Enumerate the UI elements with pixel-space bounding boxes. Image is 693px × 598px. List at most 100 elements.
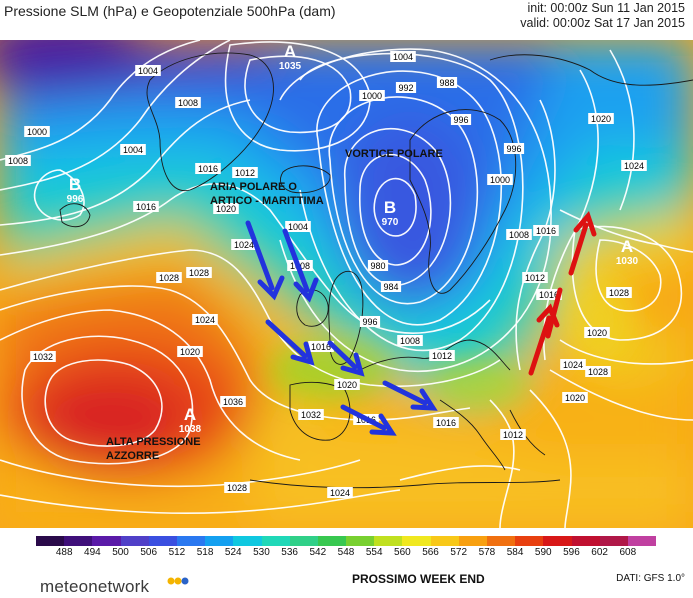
isobar-label-box bbox=[536, 289, 562, 300]
isobar-label: 996 bbox=[450, 114, 472, 125]
isobar-label: 1004 bbox=[135, 65, 161, 76]
isobar-label: 1024 bbox=[231, 239, 257, 250]
colorbar-tick-label: 530 bbox=[253, 547, 270, 558]
isobar-label-box bbox=[135, 65, 161, 76]
isobar-label-box bbox=[308, 341, 334, 352]
isobar-label-text: 988 bbox=[439, 78, 454, 88]
map-title: Pressione SLM (hPa) e Geopotenziale 500h… bbox=[4, 3, 336, 19]
isobar-label-box bbox=[621, 160, 647, 171]
isobar-label: 1024 bbox=[192, 314, 218, 325]
isobar-label-text: 1016 bbox=[136, 202, 156, 212]
isobar-label: 1036 bbox=[220, 396, 246, 407]
isobar-label-box bbox=[5, 155, 31, 166]
isobar-label-box bbox=[503, 143, 525, 154]
isobar-label-box bbox=[584, 327, 610, 338]
colorbar-swatch bbox=[92, 536, 121, 546]
isobar-label-text: 1016 bbox=[536, 226, 556, 236]
isobar-label: 1016 bbox=[433, 417, 459, 428]
isobar-label-box bbox=[487, 174, 513, 185]
colorbar-swatch bbox=[36, 536, 65, 546]
isobar-label: 1012 bbox=[429, 350, 455, 361]
colorbar-swatch bbox=[543, 536, 572, 546]
colorbar-swatch bbox=[148, 536, 177, 546]
colorbar-tick-label: 596 bbox=[563, 547, 580, 558]
isobar-label-box bbox=[588, 113, 614, 124]
colorbar-tick-label: 500 bbox=[112, 547, 129, 558]
isobar-label-text: 996 bbox=[453, 115, 468, 125]
isobar-label: 1004 bbox=[285, 221, 311, 232]
isobar-label: 1016 bbox=[133, 201, 159, 212]
isobar-label: 1000 bbox=[487, 174, 513, 185]
isobar-label-box bbox=[177, 346, 203, 357]
isobar-label: 1020 bbox=[177, 346, 203, 357]
isobar-label: 1020 bbox=[588, 113, 614, 124]
isobar-label-box bbox=[560, 359, 586, 370]
colorbar-swatch bbox=[458, 536, 487, 546]
cold-air-arrows bbox=[245, 220, 438, 436]
colorbar-swatch bbox=[346, 536, 375, 546]
isobar-label-text: 1000 bbox=[27, 127, 47, 137]
colorbar-tick-label: 542 bbox=[309, 547, 327, 558]
blue-arrow bbox=[340, 404, 387, 431]
isobar-label-box bbox=[433, 417, 459, 428]
colorbar-swatch bbox=[515, 536, 544, 546]
isobar-label-box bbox=[120, 144, 146, 155]
isobar-label-box bbox=[186, 267, 212, 278]
pressure-center-value: 996 bbox=[67, 194, 84, 205]
isobar-label-text: 1008 bbox=[8, 156, 28, 166]
isobar-label: 1028 bbox=[606, 287, 632, 298]
polar-air-label-1: ARIA POLARE O bbox=[210, 181, 297, 193]
isobar-label-text: 1012 bbox=[235, 168, 255, 178]
isobar-label: 1008 bbox=[506, 229, 532, 240]
isobar-label-box bbox=[606, 287, 632, 298]
isobar-label-box bbox=[298, 409, 324, 420]
isobar-label: 988 bbox=[436, 77, 458, 88]
isobar-label-box bbox=[224, 482, 250, 493]
colorbar-swatch bbox=[571, 536, 600, 546]
blue-arrow-head bbox=[410, 388, 438, 411]
isobar-label-box bbox=[156, 272, 182, 283]
isobar-label-box bbox=[450, 114, 472, 125]
azores-high-label-1: ALTA PRESSIONE bbox=[106, 436, 201, 448]
high-pressure-letter: A bbox=[621, 237, 633, 256]
colorbar-tick-label: 584 bbox=[506, 547, 524, 558]
isobar-label: 1016 bbox=[195, 163, 221, 174]
isobar-label-box bbox=[327, 487, 353, 498]
colorbar-swatch bbox=[627, 536, 657, 546]
isobar-label-text: 1004 bbox=[288, 222, 308, 232]
isobar-label-text: 1020 bbox=[587, 328, 607, 338]
colorbar-swatch bbox=[233, 536, 262, 546]
isobar-label-text: 1012 bbox=[503, 430, 523, 440]
pressure-center-value: 1035 bbox=[279, 61, 302, 72]
blue-arrow-head bbox=[257, 275, 285, 301]
colorbar-tick-label: 554 bbox=[365, 547, 383, 558]
isobar-label: 992 bbox=[395, 82, 417, 93]
run-info: init: 00:00z Sun 11 Jan 2015 valid: 00:0… bbox=[520, 1, 685, 31]
init-time: init: 00:00z Sun 11 Jan 2015 bbox=[527, 1, 685, 15]
valid-time: valid: 00:00z Sat 17 Jan 2015 bbox=[520, 16, 685, 30]
isobar-label-box bbox=[30, 351, 56, 362]
colorbar-tick-label: 566 bbox=[422, 547, 439, 558]
isobar-label: 1028 bbox=[156, 272, 182, 283]
blue-arrow bbox=[245, 220, 275, 291]
isobar-label: 1028 bbox=[224, 482, 250, 493]
blue-arrow bbox=[265, 319, 308, 359]
isobar-label-text: 980 bbox=[370, 261, 385, 271]
warm-air-arrows bbox=[528, 211, 597, 376]
isobar-label-text: 1028 bbox=[189, 268, 209, 278]
isobar-label-box bbox=[395, 82, 417, 93]
isobar-label-box bbox=[133, 201, 159, 212]
isobar-label-text: 1016 bbox=[311, 342, 331, 352]
isobar-label-box bbox=[585, 366, 611, 377]
colorbar-tick-label: 518 bbox=[196, 547, 214, 558]
isobar-label-box bbox=[192, 314, 218, 325]
isobar-label-text: 1012 bbox=[525, 273, 545, 283]
isobar-label-box bbox=[562, 392, 588, 403]
isobar-label: 1012 bbox=[500, 429, 526, 440]
isobar-label: 996 bbox=[503, 143, 525, 154]
polar-vortex-label: VORTICE POLARE bbox=[345, 148, 443, 160]
isobar-label-text: 1020 bbox=[216, 204, 236, 214]
isobar-label: 1016 bbox=[533, 225, 559, 236]
isobar-label-text: 1028 bbox=[227, 483, 247, 493]
red-arrow bbox=[545, 287, 563, 339]
